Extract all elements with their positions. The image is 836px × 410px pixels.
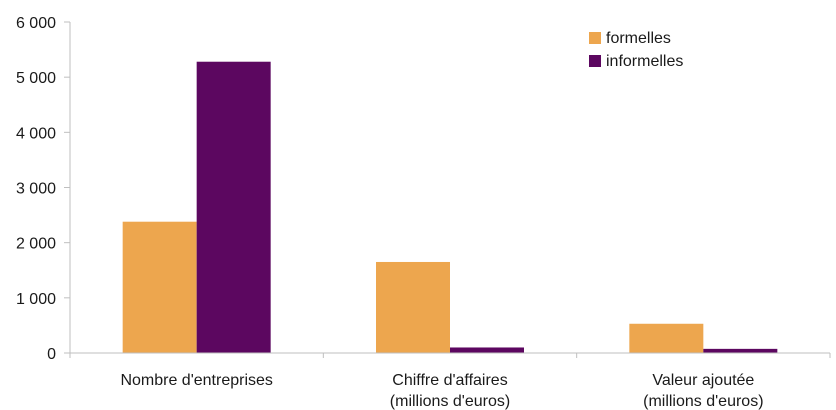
y-tick-label: 4 000 (16, 125, 56, 142)
legend: formelles informelles (589, 30, 683, 70)
legend-label-formelles: formelles (606, 30, 671, 47)
bar-informelles-1 (450, 347, 524, 353)
x-category-label: (millions d'euros) (390, 393, 510, 410)
bar-formelles-1 (376, 261, 450, 353)
x-category-label: Valeur ajoutée (652, 372, 754, 389)
bars (122, 61, 778, 353)
bar-informelles-2 (703, 348, 778, 353)
x-category-label: Chiffre d'affaires (392, 372, 507, 389)
legend-swatch-informelles (589, 55, 601, 67)
y-tick-label: 6 000 (16, 15, 56, 32)
x-axis: Nombre d'entreprises Chiffre d'affaires (m… (69, 352, 831, 410)
bar-formelles-2 (629, 323, 704, 353)
bar-informelles-0 (196, 61, 271, 353)
legend-label-informelles: informelles (606, 53, 683, 70)
y-axis: 0 1 000 2 000 3 000 4 000 5 000 6 000 (16, 15, 71, 363)
x-category-label: Nombre d'entreprises (120, 372, 272, 389)
y-tick-label: 2 000 (16, 236, 56, 253)
x-category-label: (millions d'euros) (643, 393, 763, 410)
legend-swatch-formelles (589, 32, 601, 44)
y-tick-label: 0 (47, 346, 56, 363)
bar-formelles-0 (122, 221, 197, 353)
y-tick-label: 3 000 (16, 181, 56, 198)
y-tick-label: 5 000 (16, 70, 56, 87)
y-tick-label: 1 000 (16, 291, 56, 308)
